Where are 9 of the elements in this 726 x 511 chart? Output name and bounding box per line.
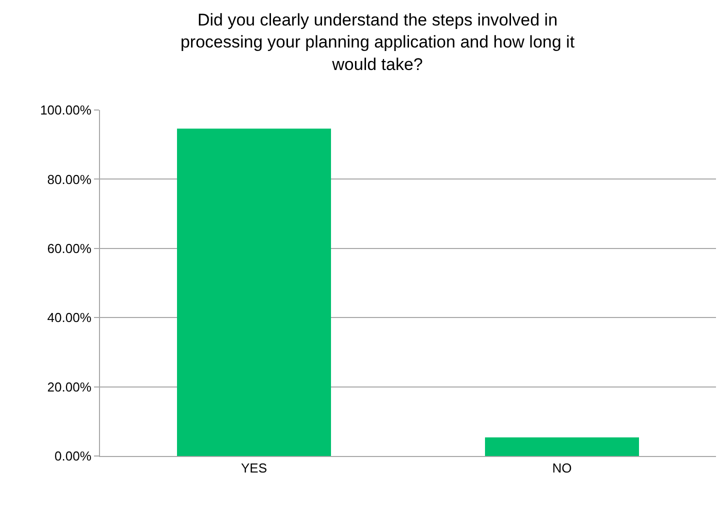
y-tick-label: 0.00% — [54, 448, 92, 464]
y-tick-label: 20.00% — [47, 379, 92, 394]
x-tick-label: YES — [240, 460, 268, 476]
y-tick-label: 80.00% — [47, 172, 92, 187]
y-tick-label: 40.00% — [47, 310, 92, 326]
chart-title: Did you clearly understand the steps involved in processing your planning application and how long it would take? — [180, 10, 575, 74]
x-tick-label: NO — [552, 460, 572, 476]
y-tick-label: 60.00% — [47, 240, 92, 256]
y-tick-label: 100.00% — [40, 102, 92, 118]
